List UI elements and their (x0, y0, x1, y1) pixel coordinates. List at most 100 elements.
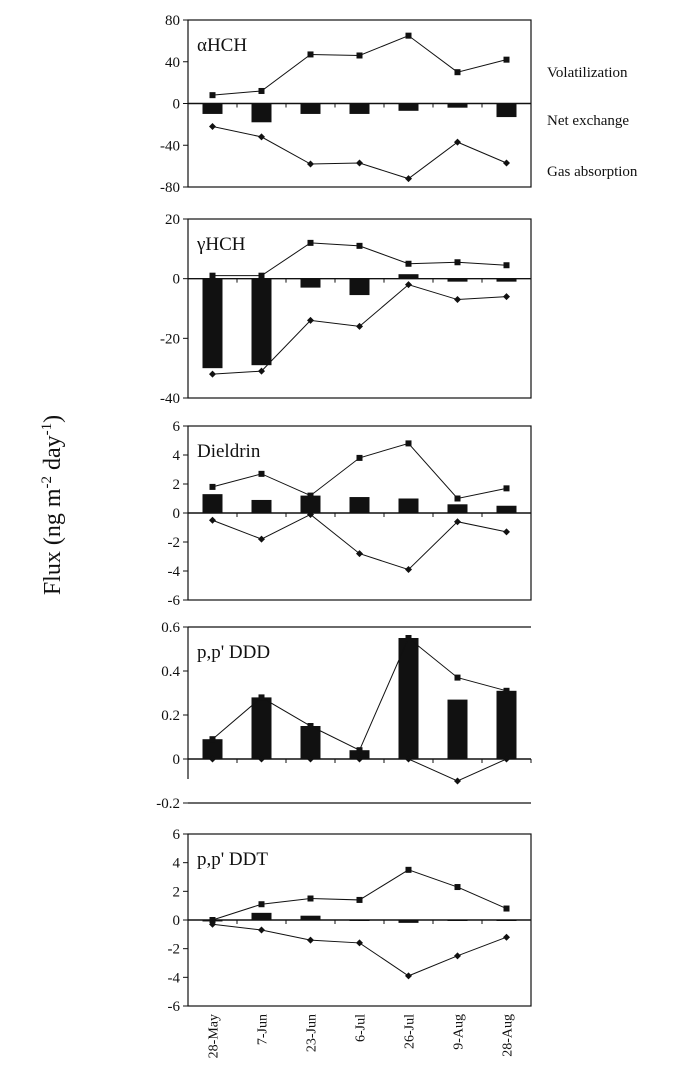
volatilization-point (503, 485, 510, 492)
y-tick-label: 0 (173, 752, 181, 768)
gas-absorption-point (503, 933, 510, 941)
gas-absorption-point (405, 281, 412, 289)
volatilization-point (503, 56, 510, 63)
y-tick-label: 0 (173, 272, 181, 288)
y-tick-label: -0.2 (156, 796, 180, 812)
x-tick-label: 28-Aug (501, 1014, 516, 1057)
y-tick-label: -2 (168, 942, 181, 958)
volatilization-point (307, 492, 314, 499)
volatilization-point (209, 917, 216, 923)
net-exchange-bar (251, 697, 272, 759)
gas-absorption-point (307, 936, 314, 944)
y-tick-label: 0 (173, 506, 181, 522)
net-exchange-bar (300, 278, 321, 288)
gas-absorption-point (454, 777, 461, 785)
legend-gas-absorption: Gas absorption (547, 164, 638, 180)
volatilization-point (454, 69, 461, 76)
net-exchange-bar (300, 103, 321, 114)
gas-absorption-point (209, 516, 216, 524)
volatilization-point (307, 895, 314, 902)
gas-absorption-point (258, 367, 265, 375)
panel-title: Dieldrin (197, 441, 261, 462)
net-exchange-bar (496, 278, 517, 282)
x-axis-labels: 28-May 7-Jun 23-Jun 6-Jul 26-Jul 9-Aug 28-Aug (207, 1014, 516, 1058)
y-tick-label: 6 (173, 827, 181, 843)
gas-absorption-point (405, 175, 412, 183)
volatilization-point (307, 239, 314, 246)
panel-2: 20 0 -20 -40 γHCH (160, 212, 532, 407)
panel-title: αHCH (197, 35, 247, 56)
volatilization-point (454, 674, 461, 681)
panel-title: p,p' DDD (197, 642, 270, 663)
volatilization-point (503, 262, 510, 269)
volatilization-point (356, 747, 363, 754)
y-tick-label: 0 (173, 97, 181, 113)
gas-absorption-point (209, 755, 216, 763)
volatilization-point (405, 866, 412, 873)
net-exchange-bar (398, 498, 419, 513)
volatilization-point (307, 723, 314, 729)
net-exchange-bar (398, 103, 419, 111)
gas-absorption-point (307, 755, 314, 763)
net-exchange-bar (447, 699, 468, 759)
y-tick-label: 2 (173, 477, 181, 493)
gas-absorption-point (503, 293, 510, 301)
gas-absorption-point (258, 755, 265, 763)
volatilization-point (258, 87, 265, 94)
net-exchange-bar (349, 750, 370, 759)
volatilization-point (405, 260, 412, 267)
gas-absorption-point (307, 510, 314, 518)
net-exchange-bar (496, 103, 517, 118)
net-exchange-bar (251, 912, 272, 920)
y-tick-label: -4 (168, 970, 181, 986)
x-tick-label: 9-Aug (452, 1014, 467, 1050)
y-tick-label: 0.6 (161, 620, 180, 636)
gas-absorption-point (307, 160, 314, 168)
gas-absorption-point (258, 133, 265, 141)
y-tick-label: -6 (168, 593, 181, 609)
x-tick-label: 28-May (207, 1014, 222, 1058)
volatilization-point (209, 736, 216, 743)
net-exchange-bar (349, 920, 370, 921)
net-exchange-bar (300, 495, 321, 513)
chart-panels: 80400-40-80αHCH200-20-40γHCH6420-2-4-6Di… (156, 13, 532, 1015)
volatilization-point (356, 896, 363, 903)
panel-3: 6 4 2 0 -2 -4 -6 Dieldrin (168, 419, 532, 609)
legend-net-exchange: Net exchange (547, 113, 629, 129)
net-exchange-bar (300, 726, 321, 759)
net-exchange-bar (202, 278, 223, 369)
net-exchange-bar (251, 103, 272, 123)
volatilization-point (503, 905, 510, 912)
x-tick-label: 7-Jun (256, 1014, 271, 1045)
gas-absorption-point (405, 972, 412, 980)
gas-absorption-point (356, 322, 363, 330)
gas-absorption-point (503, 159, 510, 167)
volatilization-point (258, 694, 265, 701)
y-axis-label: Flux (ng m-2 day-1) (39, 415, 66, 595)
net-exchange-bar (496, 920, 517, 921)
gas-absorption-point (503, 528, 510, 536)
y-tick-label: -6 (168, 999, 181, 1015)
net-exchange-bar (251, 499, 272, 513)
gas-absorption-point (258, 926, 265, 934)
y-tick-label: 0 (173, 913, 181, 929)
gas-absorption-point (209, 370, 216, 378)
x-tick-label: 6-Jul (354, 1014, 369, 1042)
net-exchange-bar (398, 274, 419, 279)
y-tick-label: 2 (173, 884, 181, 900)
volatilization-point (209, 92, 216, 99)
y-tick-label: -80 (160, 180, 180, 196)
volatilization-point (356, 52, 363, 59)
net-exchange-bar (447, 103, 468, 108)
volatilization-point (209, 483, 216, 490)
volatilization-line (212, 35, 507, 96)
volatilization-point (454, 495, 461, 502)
y-tick-label: -40 (160, 391, 180, 407)
y-tick-label: 6 (173, 419, 181, 435)
gas-absorption-point (307, 316, 314, 324)
gas-absorption-point (356, 939, 363, 947)
gas-absorption-point (405, 755, 412, 763)
gas-absorption-point (405, 566, 412, 574)
gas-absorption-point (356, 550, 363, 558)
y-tick-label: 4 (173, 856, 181, 872)
